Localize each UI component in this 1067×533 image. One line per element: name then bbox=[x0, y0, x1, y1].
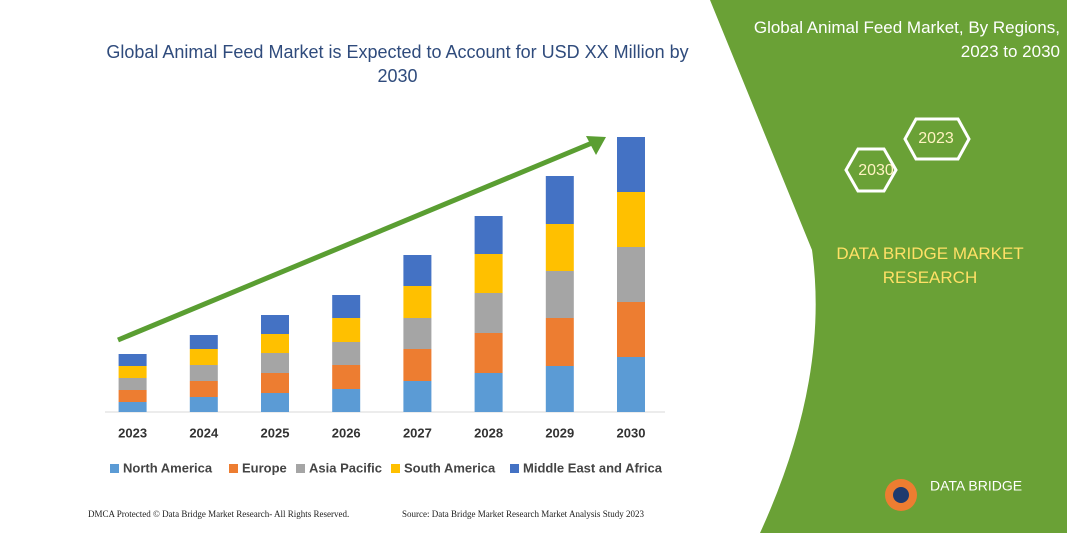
chart-title: Global Animal Feed Market is Expected to… bbox=[106, 42, 689, 86]
bar-segment bbox=[403, 381, 432, 412]
panel-bg bbox=[710, 0, 1067, 533]
legend-label: Middle East and Africa bbox=[523, 460, 663, 475]
bar-segment bbox=[617, 247, 645, 302]
bar-segment bbox=[118, 378, 147, 390]
legend-swatch bbox=[510, 464, 519, 473]
legend-label: Asia Pacific bbox=[309, 460, 382, 475]
hex-label: 2030 bbox=[858, 162, 894, 179]
legend-swatch bbox=[229, 464, 238, 473]
bar-segment bbox=[474, 293, 503, 333]
bar-segment bbox=[118, 366, 147, 378]
bar-segment bbox=[403, 318, 432, 349]
hexagon bbox=[903, 117, 971, 161]
x-tick-label: 2028 bbox=[474, 425, 503, 440]
bar-segment bbox=[545, 318, 574, 366]
bar-segment bbox=[474, 216, 503, 254]
legend-label: South America bbox=[404, 460, 496, 475]
legend-swatch bbox=[110, 464, 119, 473]
bar-segment bbox=[545, 224, 574, 271]
logo bbox=[885, 479, 917, 511]
hexagon bbox=[844, 147, 898, 193]
x-tick-label: 2026 bbox=[332, 425, 361, 440]
bar-segment bbox=[332, 295, 361, 318]
bar-segment bbox=[189, 397, 218, 412]
x-tick-label: 2027 bbox=[403, 425, 432, 440]
bar-segment bbox=[261, 353, 289, 373]
bar-segment bbox=[261, 315, 289, 334]
bar-segment bbox=[118, 390, 147, 402]
bar-segment bbox=[474, 373, 503, 412]
bar-segment bbox=[474, 333, 503, 373]
bar-segment bbox=[403, 349, 432, 381]
x-tick-label: 2023 bbox=[118, 425, 147, 440]
legend-swatch bbox=[391, 464, 400, 473]
panel-brand: DATA BRIDGE MARKET RESEARCH bbox=[836, 244, 1024, 287]
bar-segment bbox=[545, 366, 574, 412]
bar-segment bbox=[332, 318, 361, 342]
bar-segment bbox=[189, 365, 218, 381]
bar-segment bbox=[261, 334, 289, 353]
x-tick-label: 2024 bbox=[189, 425, 219, 440]
arrow-head bbox=[586, 136, 606, 155]
logo-text: DATA BRIDGE bbox=[930, 478, 1022, 494]
trend-arrow bbox=[117, 140, 593, 343]
legend-label: North America bbox=[123, 460, 213, 475]
legend-swatch bbox=[296, 464, 305, 473]
bar-segment bbox=[332, 389, 361, 412]
bar-segment bbox=[403, 286, 432, 318]
bar-segment bbox=[617, 192, 645, 247]
bar-segment bbox=[545, 271, 574, 318]
bar-segment bbox=[332, 342, 361, 365]
bar-segment bbox=[403, 255, 432, 286]
footer-left: DMCA Protected © Data Bridge Market Rese… bbox=[88, 509, 349, 519]
x-tick-label: 2030 bbox=[617, 425, 646, 440]
bar-segment bbox=[118, 354, 147, 366]
footer-right: Source: Data Bridge Market Research Mark… bbox=[402, 509, 644, 519]
bar-segment bbox=[545, 176, 574, 224]
bar-segment bbox=[261, 373, 289, 393]
x-tick-label: 2025 bbox=[261, 425, 290, 440]
bar-segment bbox=[118, 402, 147, 412]
hex-label: 2023 bbox=[918, 130, 954, 147]
x-tick-label: 2029 bbox=[545, 425, 574, 440]
bar-segment bbox=[189, 349, 218, 365]
bar-segment bbox=[189, 335, 218, 349]
legend-label: Europe bbox=[242, 460, 287, 475]
bar-segment bbox=[617, 302, 645, 357]
bar-segment bbox=[189, 381, 218, 397]
panel-title: Global Animal Feed Market, By Regions, 2… bbox=[753, 18, 1060, 61]
bar-segment bbox=[617, 137, 645, 192]
bar-segment bbox=[332, 365, 361, 389]
bar-segment bbox=[617, 357, 645, 412]
bar-segment bbox=[474, 254, 503, 293]
bar-segment bbox=[261, 393, 289, 412]
